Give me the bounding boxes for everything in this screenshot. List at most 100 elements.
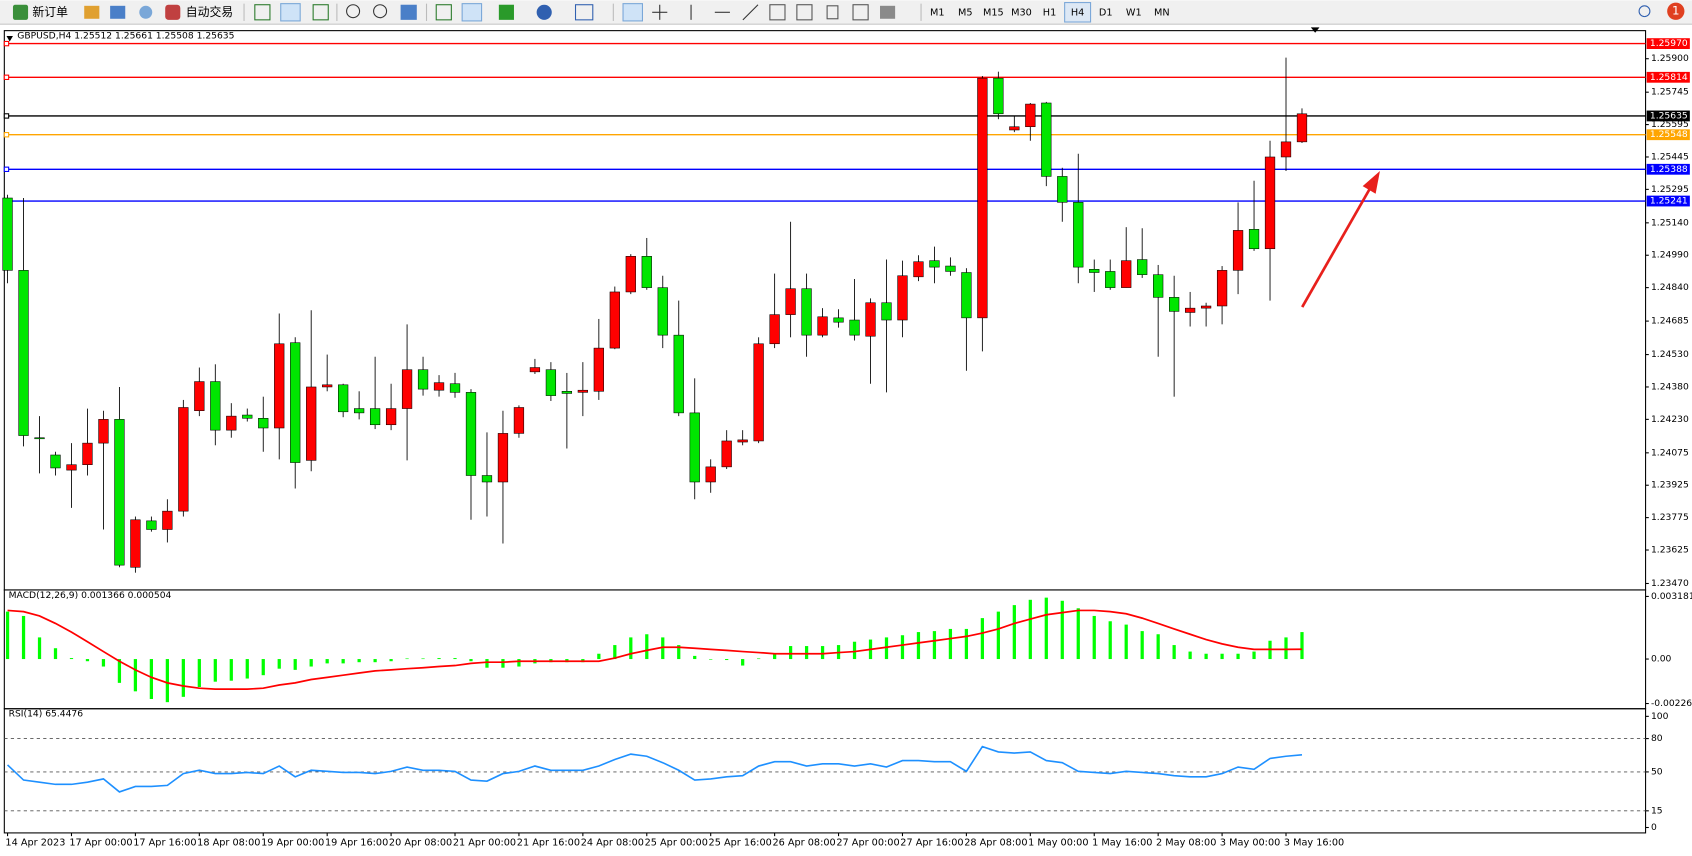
icon[interactable]: [254, 4, 271, 21]
level-marker: [3, 40, 10, 47]
icon[interactable]: [826, 5, 839, 20]
candle-body: [929, 260, 940, 268]
macd-bar: [1124, 624, 1128, 660]
macd-bar: [613, 645, 617, 660]
y-tick-label: 1.25745: [1651, 87, 1689, 98]
candle-body: [290, 342, 301, 463]
candle-body: [1248, 229, 1260, 250]
icon[interactable]: [574, 4, 594, 21]
trendline-tool[interactable]: [742, 4, 759, 21]
icon[interactable]: [880, 5, 896, 19]
candle-body: [705, 466, 716, 483]
candle-body: [1232, 230, 1244, 271]
search[interactable]: [1638, 5, 1651, 18]
y-tick-label: 0.003181: [1651, 591, 1692, 602]
timeframe[interactable]: MN: [1154, 7, 1170, 18]
candle-body: [1184, 307, 1196, 313]
icon[interactable]: [536, 4, 552, 20]
macd-bar: [852, 641, 857, 660]
macd-bar: [5, 611, 10, 660]
macd-bar: [1012, 605, 1016, 660]
candle-body: [18, 270, 29, 436]
timeframe[interactable]: H4: [1071, 7, 1084, 18]
timeframe[interactable]: M15: [983, 7, 1004, 18]
candle-body: [2, 197, 13, 271]
timeframe[interactable]: M1: [930, 7, 945, 18]
x-tick-label: 14 Apr 2023: [5, 838, 65, 849]
candle-body: [961, 272, 972, 319]
candle-body: [993, 77, 1004, 115]
macd-bar: [501, 659, 505, 668]
auto-trading[interactable]: 自动交易: [186, 5, 233, 19]
auto-trading-icon[interactable]: [165, 4, 181, 20]
candle-body: [369, 408, 381, 426]
new-order-icon[interactable]: [12, 4, 29, 20]
icon[interactable]: [852, 4, 869, 21]
level-marker: [3, 166, 10, 172]
icon[interactable]: [110, 5, 126, 19]
candle-body: [210, 381, 221, 431]
candle-body: [385, 408, 397, 426]
x-tick-label: 1 May 16:00: [1092, 838, 1152, 849]
timeframe[interactable]: M5: [958, 7, 973, 18]
macd-bar: [1156, 634, 1160, 660]
y-tick-label: 0.00: [1651, 654, 1672, 665]
candle-body: [817, 316, 828, 336]
candle-body: [417, 369, 429, 390]
candle-body: [657, 287, 668, 336]
x-tick-label: 25 Apr 00:00: [645, 838, 708, 849]
x-tick-label: 18 Apr 08:00: [197, 838, 260, 849]
x-tick-label: 19 Apr 16:00: [325, 838, 388, 849]
icon[interactable]: [435, 4, 452, 21]
notification-count[interactable]: 1: [1672, 4, 1680, 18]
cursor[interactable]: [622, 3, 644, 22]
candle-body: [497, 433, 509, 483]
notification-badge[interactable]: [1667, 2, 1685, 20]
macd-bar: [1076, 608, 1080, 660]
macd-bar: [932, 631, 937, 660]
macd-bar: [245, 659, 249, 679]
macd-bar: [1060, 600, 1064, 660]
icon[interactable]: [769, 4, 786, 21]
x-tick-label: 17 Apr 16:00: [133, 838, 196, 849]
icon[interactable]: [498, 4, 514, 20]
icon[interactable]: [139, 5, 153, 19]
candle-body: [449, 383, 461, 393]
rsi-line: [7, 745, 1303, 793]
macd-bar: [1300, 632, 1304, 660]
macd-bar: [693, 655, 697, 660]
candle-body: [481, 475, 493, 483]
macd-bar: [37, 637, 42, 660]
macd-bar: [820, 646, 825, 660]
candle-body: [258, 418, 269, 429]
icon[interactable]: [461, 3, 483, 22]
candle-body: [1057, 176, 1068, 203]
candle-body: [913, 261, 924, 278]
icon[interactable]: [280, 3, 301, 22]
icon[interactable]: [84, 5, 100, 19]
candle-body: [1200, 305, 1212, 309]
candle-body: [737, 439, 748, 443]
candle-body: [1169, 297, 1180, 312]
timeframe[interactable]: H1: [1043, 7, 1056, 18]
new-order[interactable]: 新订单: [32, 5, 68, 19]
level-label-bg: [1646, 129, 1690, 141]
macd-bar: [948, 628, 953, 660]
zoom-out[interactable]: [373, 4, 388, 19]
candle-body: [1280, 141, 1292, 158]
candle-body: [1089, 269, 1100, 273]
timeframe[interactable]: M30: [1011, 7, 1032, 18]
y-tick-label: 1.23775: [1651, 512, 1689, 523]
icon[interactable]: [312, 4, 329, 21]
zoom-in[interactable]: [346, 4, 361, 19]
timeframe[interactable]: W1: [1126, 7, 1142, 18]
candle-body: [306, 386, 317, 461]
arrow-shaft: [1301, 185, 1373, 308]
icon[interactable]: [400, 4, 417, 20]
candle-body: [673, 334, 684, 414]
candle-body: [641, 256, 652, 288]
x-tick-label: 24 Apr 08:00: [581, 838, 644, 849]
timeframe[interactable]: D1: [1099, 7, 1113, 18]
icon[interactable]: [796, 4, 813, 21]
